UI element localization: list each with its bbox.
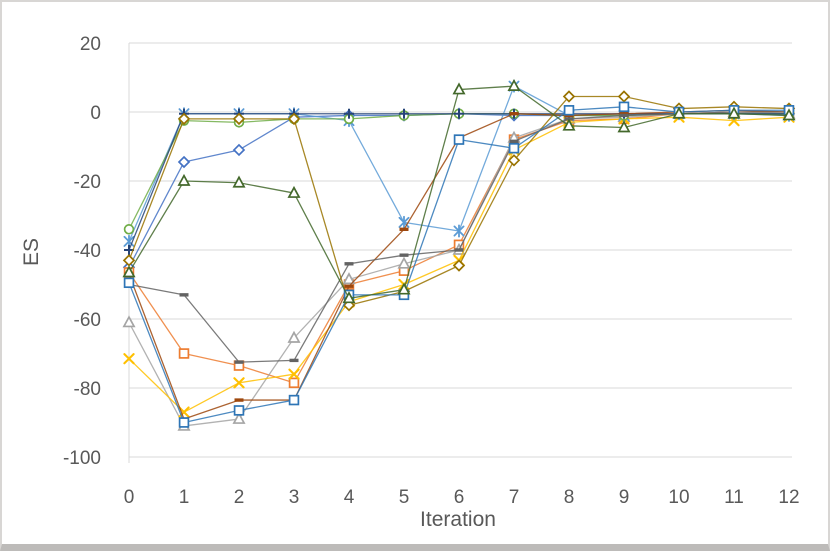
y-tick-label--100: -100 [63,448,101,469]
marker-blue-square-x2 [233,405,245,416]
marker-gray-triangle-x4 [342,272,356,285]
marker-gold-x-x0 [123,353,135,365]
marker-orange-square-x3 [288,377,300,389]
marker-dkgold-diamond-x0 [122,254,136,267]
marker-blue-diamond-x2 [232,143,246,157]
x-tick-label-5: 5 [399,487,410,508]
marker-blue-square-x0 [123,277,135,289]
y-tick-label--60: -60 [74,310,101,331]
marker-gray-triangle-x5 [397,256,411,269]
marker-blue-square-x1 [178,417,190,428]
x-axis-title: Iteration [420,508,496,531]
series-green-circle [123,108,795,235]
marker-gold-x-x3 [288,368,300,380]
x-tick-label-2: 2 [234,487,245,508]
marker-gold-x-x2 [233,377,245,389]
marker-blue-diamond-x1 [177,155,191,169]
marker-blue-square-x7 [508,142,520,154]
marker-gray-triangle-x2 [232,411,246,424]
marker-dkgreen-triangle-x11 [727,106,741,119]
x-tick-label-7: 7 [509,487,520,508]
x-tick-label-11: 11 [724,487,744,508]
marker-dkgreen-triangle-x8 [562,118,576,131]
marker-dkgold-diamond-x9 [617,90,631,103]
marker-dkorange-dash-x7 [509,112,519,116]
marker-dkgreen-triangle-x10 [672,106,686,119]
marker-dkgreen-triangle-x9 [617,120,631,133]
line-dkgold-diamond [128,95,790,306]
y-axis-title: ES [20,237,43,267]
x-tick-label-9: 9 [619,487,630,508]
marker-gray-triangle-x0 [122,315,136,328]
marker-dkgray-dash-x4 [344,262,354,266]
x-tick-label-6: 6 [454,487,465,508]
marker-dkgreen-triangle-x7 [507,78,521,91]
y-tick-label--40: -40 [74,241,101,262]
series-dkgold-diamond [122,90,796,312]
marker-dkgold-diamond-x3 [287,112,301,126]
y-tick-label-20: 20 [80,34,101,55]
y-tick-label--80: -80 [74,379,101,400]
y-tick-label-0: 0 [90,103,101,124]
marker-dkgray-dash-x7 [509,139,519,144]
marker-dkgray-dash-x9 [619,113,629,118]
x-tick-label-10: 10 [668,487,689,508]
x-tick-label-8: 8 [564,487,575,508]
x-tick-label-4: 4 [344,487,355,508]
marker-dkorange-dash-x5 [399,227,409,231]
marker-dkgray-dash-x1 [179,293,189,297]
series-ltblue-asterisk [123,79,795,248]
marker-dkgold-diamond-x6 [452,259,466,272]
marker-dkgold-diamond-x8 [562,90,576,103]
marker-dkgray-dash-x2 [234,360,244,364]
marker-dkgreen-triangle-x2 [232,175,246,188]
marker-blue-square-x6 [453,134,465,145]
marker-blue-square-x9 [618,101,630,113]
x-tick-label-12: 12 [778,487,799,508]
marker-gray-triangle-x3 [287,330,301,343]
marker-dkgold-diamond-x2 [232,112,246,126]
marker-dkgreen-triangle-x12 [782,108,796,121]
x-tick-label-1: 1 [179,487,190,508]
marker-dkgold-diamond-x1 [177,112,191,126]
marker-dkorange-dash-x9 [619,112,629,116]
marker-green-circle-x0 [123,224,135,235]
marker-dkgreen-triangle-x0 [122,265,136,278]
marker-dkgreen-triangle-x1 [177,173,191,186]
marker-dkgreen-triangle-x4 [342,291,356,304]
series-dkgreen-triangle [122,78,796,304]
marker-dkorange-dash-x2 [234,398,244,402]
marker-dkgray-dash-x3 [289,358,299,363]
marker-blue-square-x8 [563,105,575,116]
line-green-circle [128,113,789,230]
marker-blue-square-x3 [288,394,300,406]
marker-dkgreen-triangle-x5 [397,282,411,295]
marker-orange-square-x1 [178,348,190,359]
marker-dkgreen-triangle-x3 [287,185,301,198]
x-tick-label-3: 3 [289,487,300,508]
marker-dkgold-diamond-x7 [507,154,521,167]
marker-dkgray-dash-x5 [399,253,409,257]
y-tick-label--20: -20 [74,172,101,193]
marker-dkorange-dash-x4 [344,284,354,288]
x-tick-label-0: 0 [124,487,135,508]
marker-dkgreen-triangle-x6 [452,82,466,95]
marker-dkgray-dash-x6 [454,248,464,252]
